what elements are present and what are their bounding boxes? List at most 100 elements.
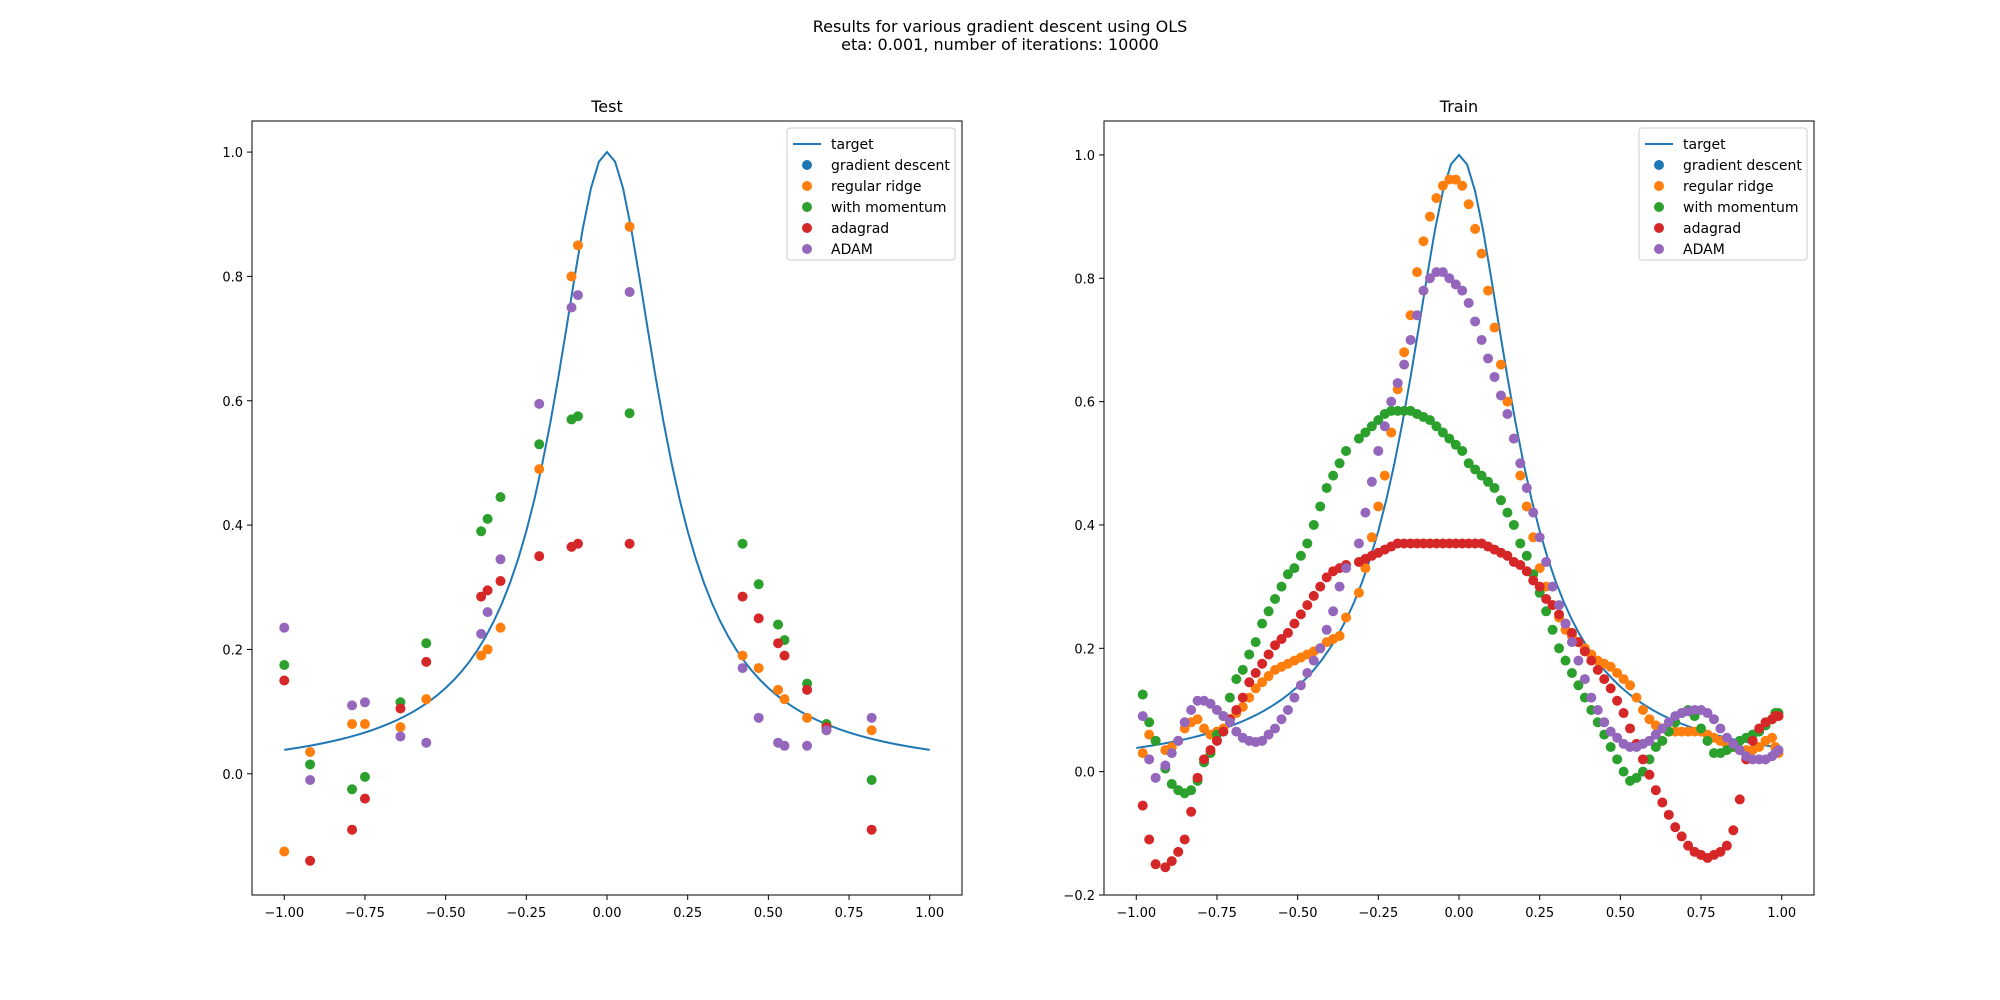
data-point — [1150, 859, 1161, 870]
x-tick-label: −1.00 — [264, 906, 304, 921]
data-point — [1463, 199, 1474, 210]
data-point — [1321, 572, 1332, 583]
data-point — [359, 793, 370, 804]
x-tick-label: 0.25 — [1525, 906, 1554, 921]
legend-label: regular ridge — [1683, 179, 1774, 195]
data-point — [1144, 754, 1155, 765]
data-point — [1360, 427, 1371, 438]
data-point — [1437, 180, 1448, 191]
data-point — [1224, 692, 1235, 703]
data-point — [1334, 458, 1345, 469]
data-point — [1321, 482, 1332, 493]
data-point — [1257, 677, 1268, 688]
data-point — [1457, 445, 1468, 456]
data-point — [1166, 778, 1177, 789]
legend-dot-marker — [802, 160, 812, 170]
data-point — [1483, 285, 1494, 296]
data-point — [1231, 704, 1242, 715]
data-point — [347, 719, 358, 730]
legend-dot-marker — [1654, 202, 1664, 212]
data-point — [866, 712, 877, 723]
data-point — [572, 411, 583, 422]
data-point — [1250, 667, 1261, 678]
data-point — [1431, 193, 1442, 204]
legend-label: with momentum — [831, 200, 946, 216]
data-point — [1502, 507, 1513, 518]
data-point — [737, 663, 748, 674]
data-point — [1373, 415, 1384, 426]
data-point — [1308, 590, 1319, 601]
data-point — [1289, 692, 1300, 703]
data-point — [476, 526, 487, 537]
data-point — [737, 538, 748, 549]
data-point — [1341, 563, 1352, 574]
data-point — [1437, 267, 1448, 278]
data-point — [1424, 211, 1435, 222]
data-point — [1650, 785, 1661, 796]
legend-dot-marker — [802, 244, 812, 254]
data-point — [1379, 421, 1390, 432]
data-point — [347, 784, 358, 795]
x-tick-label: −1.00 — [1116, 906, 1156, 921]
data-point — [1431, 421, 1442, 432]
data-point — [1150, 735, 1161, 746]
data-point — [1373, 501, 1384, 512]
legend-dot-marker — [1654, 223, 1664, 233]
data-point — [1541, 606, 1552, 617]
y-tick-label: 0.6 — [1074, 396, 1095, 411]
train-title: Train — [1439, 97, 1478, 116]
data-point — [1173, 846, 1184, 857]
data-point — [1605, 741, 1616, 752]
test-title: Test — [590, 97, 623, 116]
data-point — [753, 613, 764, 624]
data-point — [1515, 458, 1526, 469]
x-tick-label: −0.75 — [345, 906, 385, 921]
data-point — [1702, 735, 1713, 746]
data-point — [1470, 464, 1481, 475]
data-point — [421, 656, 432, 667]
data-point — [476, 628, 487, 639]
data-point — [1341, 445, 1352, 456]
data-point — [802, 712, 813, 723]
data-point — [1489, 322, 1500, 333]
data-point — [1528, 507, 1539, 518]
data-point — [1328, 606, 1339, 617]
legend-dot-marker — [1654, 244, 1664, 254]
data-point — [1508, 433, 1519, 444]
data-point — [753, 579, 764, 590]
data-point — [1470, 223, 1481, 234]
data-point — [1244, 677, 1255, 688]
data-point — [1566, 667, 1577, 678]
data-point — [1379, 470, 1390, 481]
test-series-regular-ridge — [279, 221, 877, 857]
x-tick-label: 0.50 — [1606, 906, 1635, 921]
x-tick-label: 0.00 — [1445, 906, 1474, 921]
data-point — [1605, 726, 1616, 737]
data-point — [1386, 396, 1397, 407]
data-point — [347, 700, 358, 711]
data-point — [495, 492, 506, 503]
data-point — [1282, 704, 1293, 715]
data-point — [1289, 618, 1300, 629]
data-point — [1160, 862, 1171, 873]
data-point — [1211, 704, 1222, 715]
data-point — [1144, 729, 1155, 740]
data-point — [1257, 618, 1268, 629]
data-point — [1263, 606, 1274, 617]
data-point — [1463, 297, 1474, 308]
data-point — [482, 607, 493, 618]
data-point — [1541, 593, 1552, 604]
data-point — [1734, 745, 1745, 756]
data-point — [1250, 637, 1261, 648]
data-point — [1144, 834, 1155, 845]
data-point — [1341, 612, 1352, 623]
x-tick-label: 0.50 — [754, 906, 783, 921]
data-point — [1747, 735, 1758, 746]
test-series-with-momentum — [279, 408, 877, 795]
data-point — [572, 538, 583, 549]
data-point — [279, 622, 290, 633]
legend-label: with momentum — [1683, 200, 1798, 216]
data-point — [773, 638, 784, 649]
data-point — [1282, 627, 1293, 638]
data-point — [1721, 732, 1732, 743]
